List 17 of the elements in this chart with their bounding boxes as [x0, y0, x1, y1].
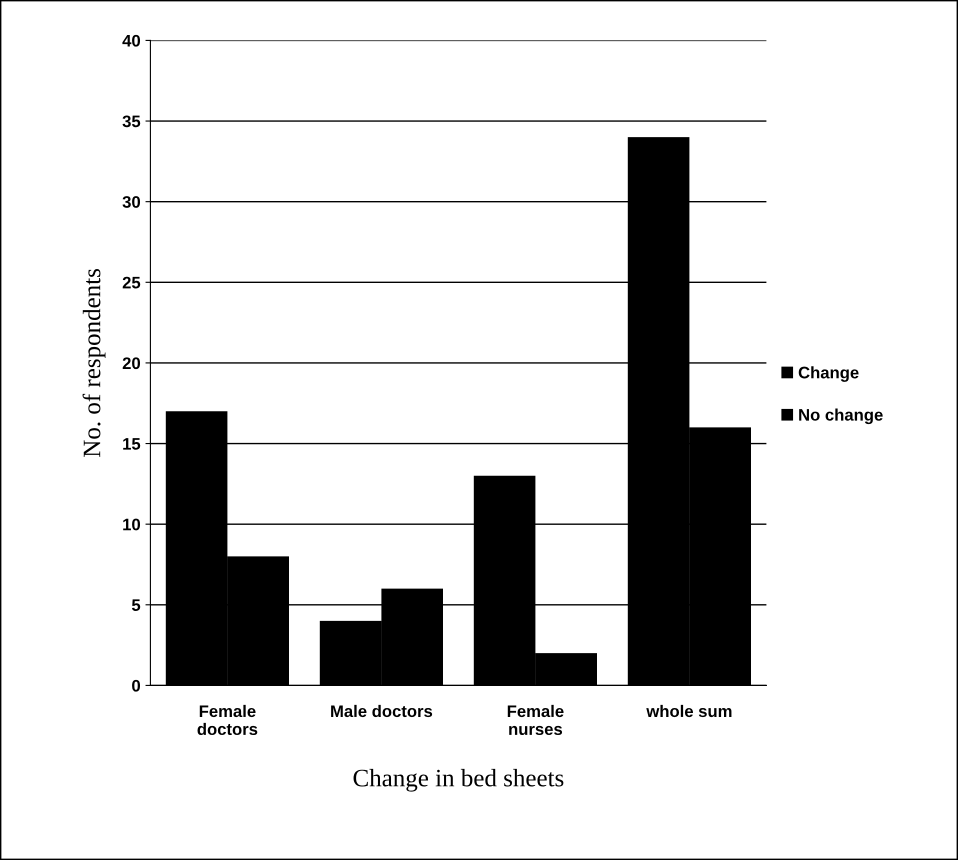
y-tick-label: 40	[122, 34, 140, 47]
legend-label: No change	[799, 408, 883, 424]
y-axis-title: No. of respondents	[82, 269, 106, 457]
x-tick-label: Male doctors	[331, 704, 432, 718]
y-tick-label: 35	[122, 115, 140, 128]
y-tick-label: 10	[123, 518, 140, 530]
y-tick-label: 0	[132, 680, 140, 692]
y-tick-label: 15	[123, 438, 140, 450]
y-tick-label: 30	[122, 196, 140, 208]
y-tick-label: 5	[132, 599, 140, 611]
x-axis-title: Change in bed sheets	[354, 768, 564, 792]
y-tick-label: 25	[122, 276, 140, 288]
y-tick-label: 20	[122, 357, 140, 370]
legend-label: Change	[798, 366, 859, 382]
x-tick-label: whole sum	[646, 704, 732, 718]
x-tick-label: Female nurses	[508, 704, 564, 736]
x-tick-label: Female doctors	[198, 704, 258, 736]
